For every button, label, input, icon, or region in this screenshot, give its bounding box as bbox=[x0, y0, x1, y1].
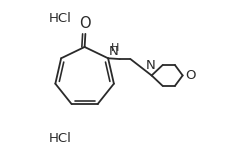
Text: N: N bbox=[146, 59, 155, 72]
Text: HCl: HCl bbox=[49, 132, 72, 145]
Text: H: H bbox=[110, 43, 119, 53]
Text: HCl: HCl bbox=[49, 12, 72, 25]
Text: O: O bbox=[80, 16, 91, 31]
Text: O: O bbox=[185, 69, 196, 82]
Text: N: N bbox=[109, 45, 118, 58]
